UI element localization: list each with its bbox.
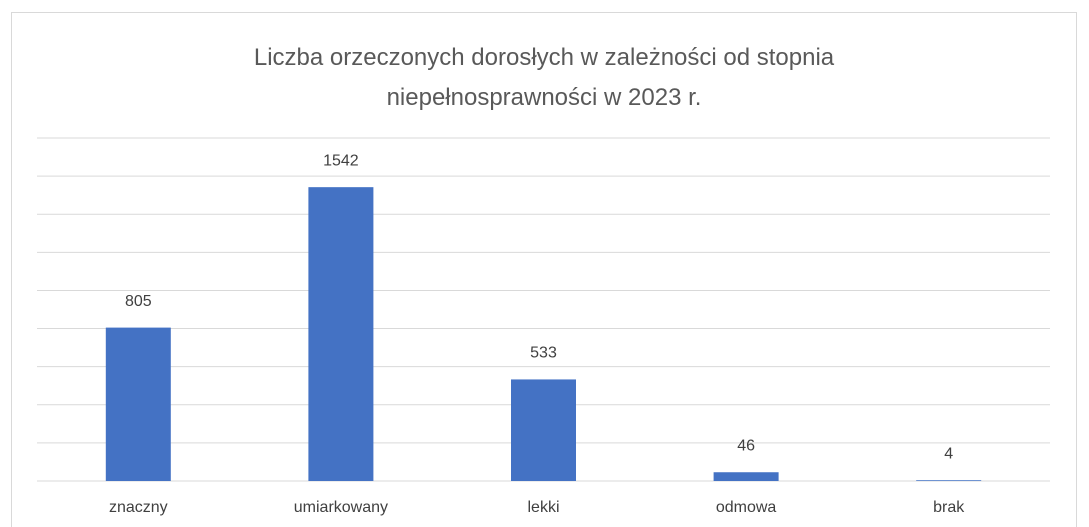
x-tick-label: lekki (527, 499, 559, 516)
bar (511, 379, 576, 481)
chart-title: Liczba orzeczonych dorosłych w zależnośc… (253, 44, 835, 111)
data-label: 4 (944, 445, 953, 462)
bar (713, 472, 779, 481)
bar (308, 187, 374, 481)
data-label: 46 (737, 437, 755, 454)
data-label: 805 (125, 293, 152, 310)
data-label: 533 (530, 345, 557, 362)
chart-frame (11, 12, 1077, 527)
x-tick-label: odmowa (716, 499, 777, 516)
bar (105, 327, 171, 481)
x-tick-label: brak (933, 499, 965, 516)
x-tick-label: umiarkowany (294, 499, 388, 516)
data-label: 1542 (323, 152, 359, 169)
bar (916, 480, 982, 481)
x-tick-label: znaczny (109, 499, 168, 516)
